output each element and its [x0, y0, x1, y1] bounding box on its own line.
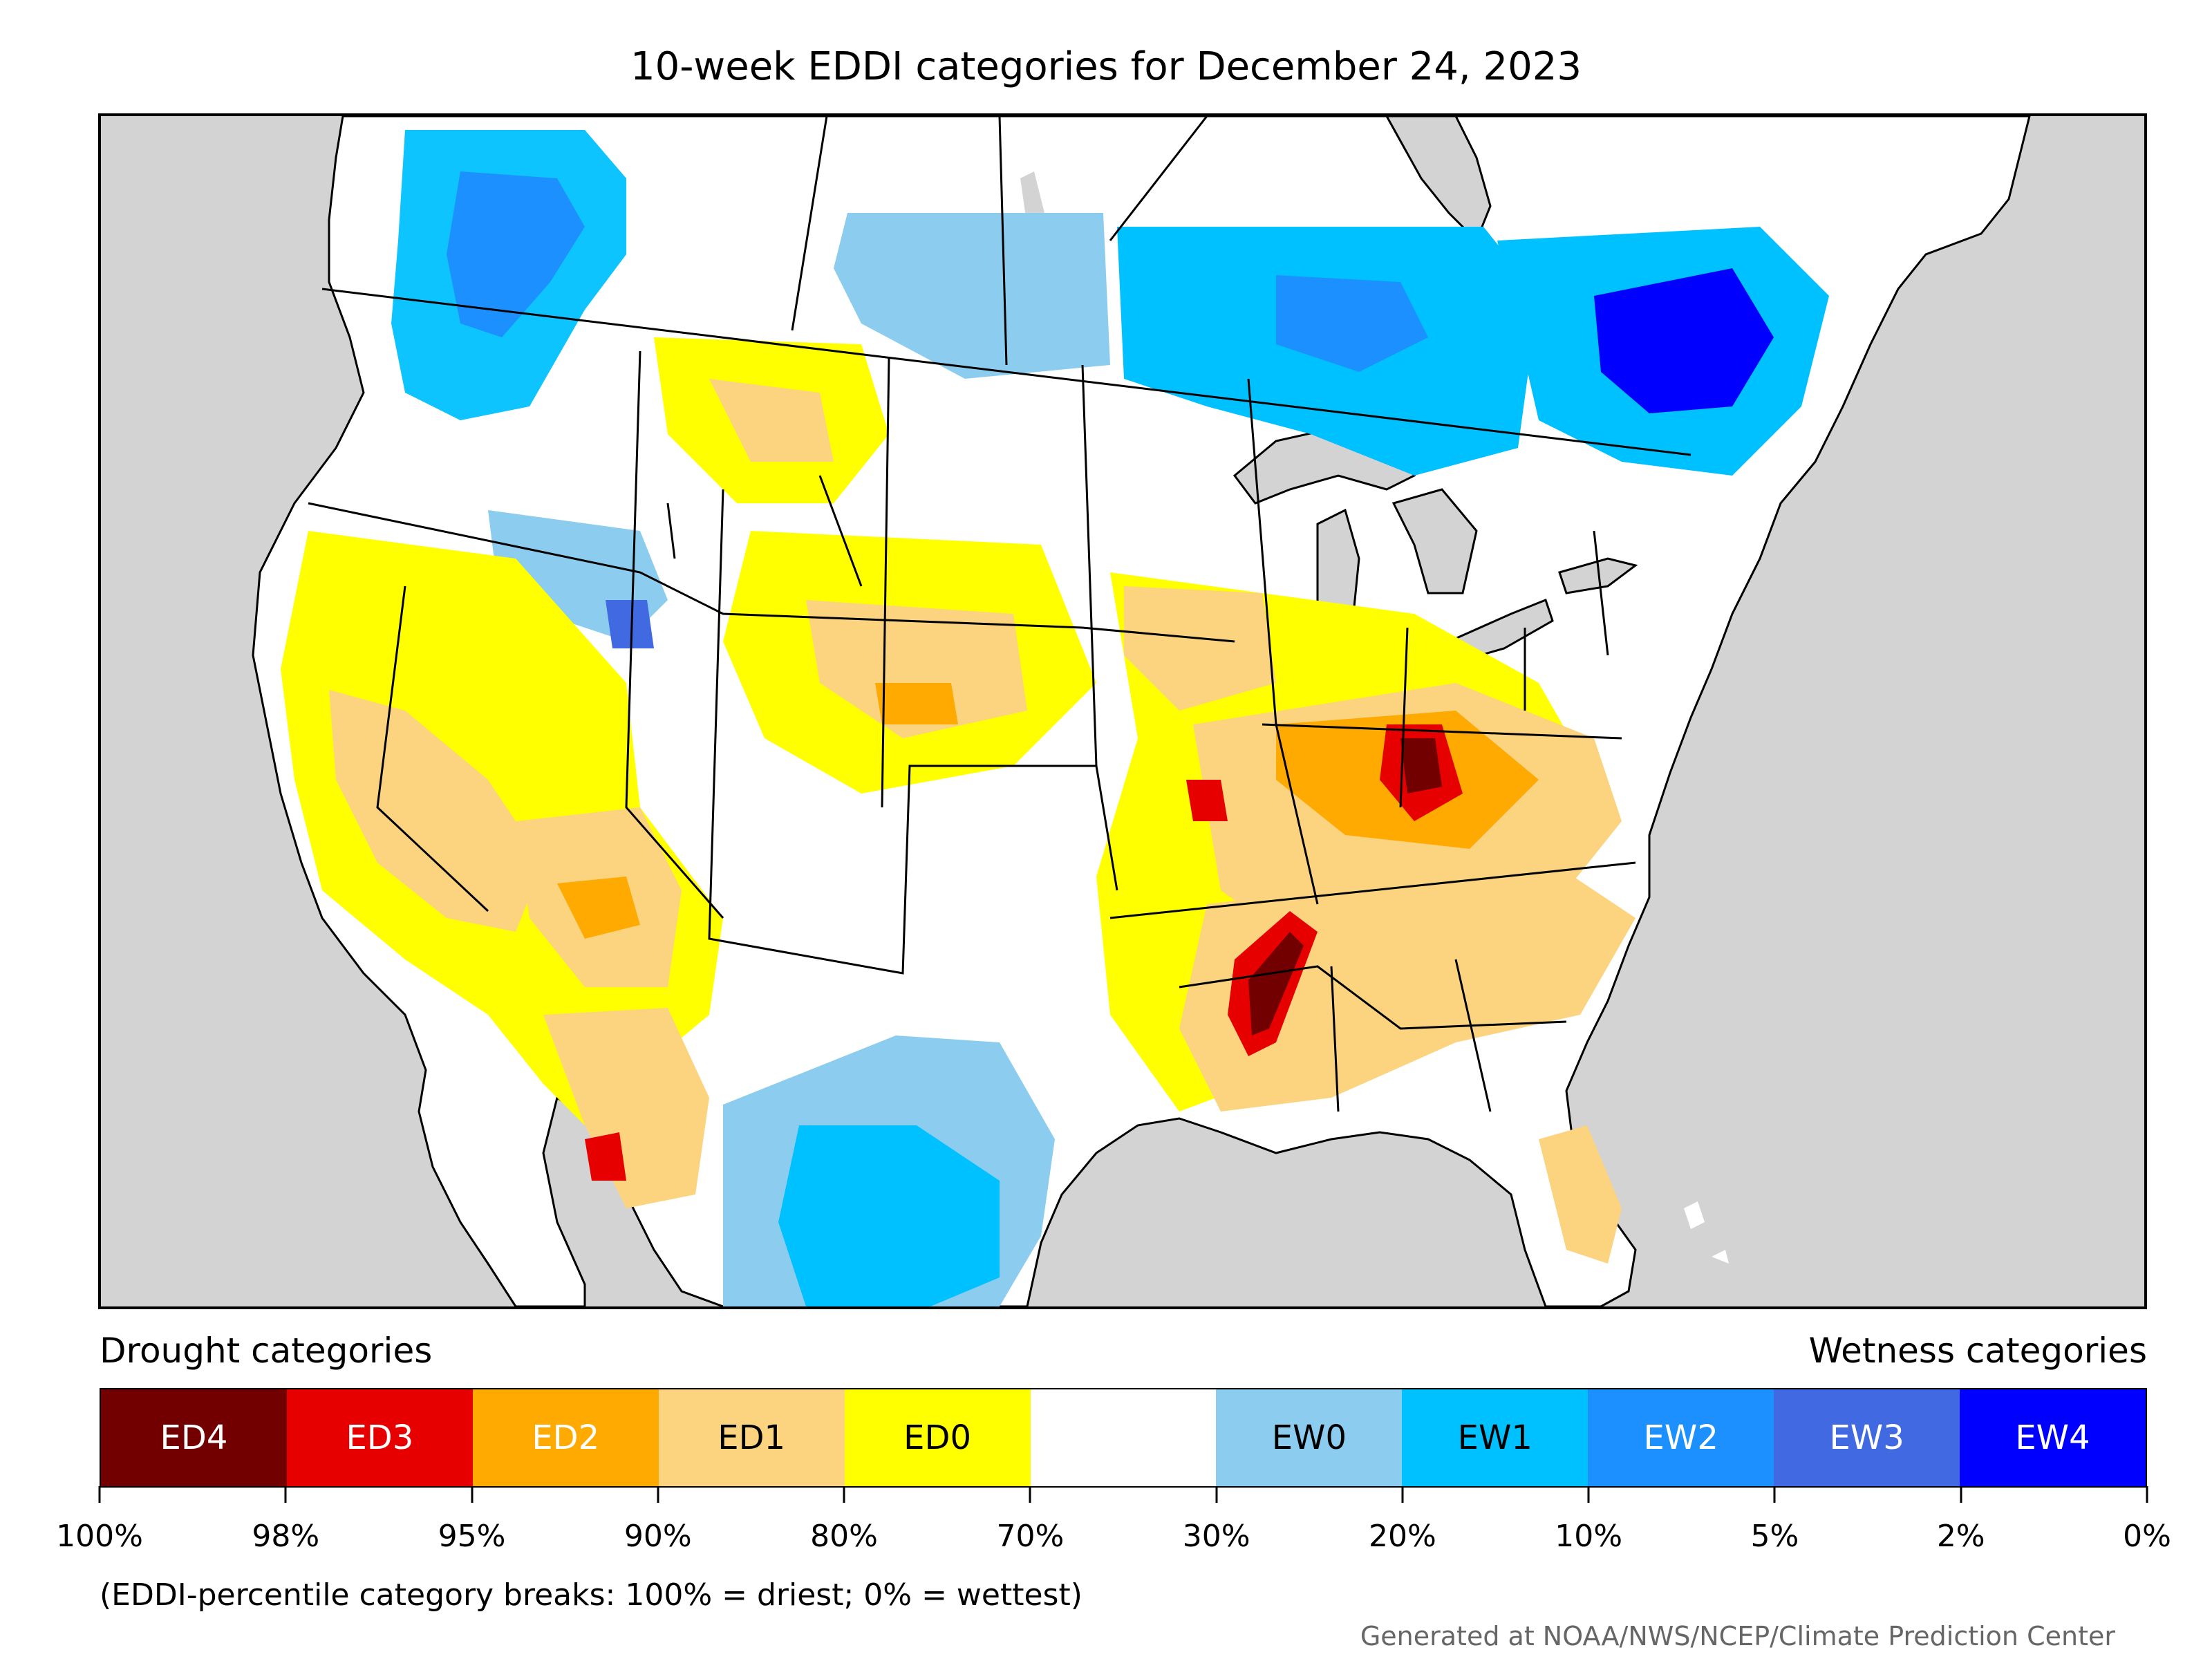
- map-title: 10-week EDDI categories for December 24,…: [630, 44, 1582, 89]
- dry-montana-core: [709, 379, 834, 462]
- colorbar-cell-ed0: ED0: [844, 1389, 1031, 1486]
- colorbar-cell-ew4: EW4: [1960, 1389, 2146, 1486]
- tick-mark: [657, 1486, 659, 1503]
- wet-prairies: [834, 213, 1110, 379]
- tick-label: 80%: [810, 1519, 878, 1554]
- dry-iowa: [1124, 586, 1276, 711]
- tick-label: 95%: [438, 1519, 506, 1554]
- tick-mark: [1773, 1486, 1776, 1503]
- tick-mark: [1401, 1486, 1404, 1503]
- state-borders: [308, 116, 1691, 1112]
- wet-idaho-core: [606, 600, 654, 648]
- tick-label: 10%: [1555, 1519, 1623, 1554]
- lake-huron: [1391, 488, 1478, 594]
- colorbar-cell-ed1: ED1: [658, 1389, 845, 1486]
- tick-label: 70%: [996, 1519, 1065, 1554]
- drought-areas: [281, 337, 1635, 1264]
- tick-label: 90%: [624, 1519, 692, 1554]
- colorbar-cell-ed3: ED3: [286, 1389, 473, 1486]
- dry-florida: [1539, 1125, 1622, 1264]
- tick-mark: [843, 1486, 845, 1503]
- tick-label: 2%: [1936, 1519, 1985, 1554]
- wet-quebec-core: [1594, 268, 1774, 413]
- colorbar-cell-ed4: ED4: [101, 1389, 287, 1486]
- tick-label: 5%: [1750, 1519, 1799, 1554]
- wetness-areas: [391, 130, 1829, 1306]
- eddi-map: [98, 113, 2147, 1309]
- colorbar-cell-ew2: EW2: [1588, 1389, 1774, 1486]
- tick-label: 100%: [56, 1519, 143, 1554]
- colorbar-cell-ed2: ED2: [472, 1389, 659, 1486]
- dry-mexico: [543, 1008, 709, 1208]
- colorbar-cell-ew0: EW0: [1216, 1389, 1403, 1486]
- wetness-categories-heading: Wetness categories: [1808, 1331, 2147, 1371]
- wet-texas-core: [778, 1125, 1000, 1306]
- dry-kentucky-extreme: [1400, 738, 1442, 794]
- dry-arizona-core: [557, 877, 640, 939]
- bahamas: [1684, 1201, 1705, 1229]
- dry-mexico-core: [585, 1132, 626, 1181]
- lake-ontario: [1558, 557, 1638, 594]
- tick-mark: [1960, 1486, 1962, 1503]
- tick-mark: [2146, 1486, 2148, 1503]
- tick-label: 98%: [252, 1519, 320, 1554]
- tick-mark: [1215, 1486, 1218, 1503]
- dry-colorado-core: [875, 683, 958, 724]
- tick-label: 20%: [1369, 1519, 1436, 1554]
- percentile-note: (EDDI-percentile category breaks: 100% =…: [100, 1577, 1082, 1613]
- tick-mark: [1587, 1486, 1590, 1503]
- wet-pnw-core: [447, 171, 585, 337]
- island-2: [1712, 1250, 1729, 1264]
- tick-mark: [471, 1486, 474, 1503]
- category-colorbar: ED4 ED3 ED2 ED1 ED0 EW0 EW1 EW2 EW3 EW4: [100, 1388, 2147, 1488]
- dry-california: [329, 690, 543, 932]
- colorbar-cell-ew3: EW3: [1774, 1389, 1960, 1486]
- colorbar-cell-neutral: [1030, 1389, 1217, 1486]
- tick-mark: [1029, 1486, 1031, 1503]
- credit-line: Generated at NOAA/NWS/NCEP/Climate Predi…: [1360, 1621, 2115, 1651]
- eddi-map-svg: [101, 116, 2144, 1306]
- dry-colorado: [806, 600, 1027, 738]
- colorbar-cell-ew1: EW1: [1402, 1389, 1588, 1486]
- dry-missouri-core: [1186, 780, 1228, 821]
- hudson-bay-inlet: [1385, 116, 1492, 243]
- tick-label: 0%: [2123, 1519, 2171, 1554]
- tick-mark: [284, 1486, 287, 1503]
- tick-mark: [98, 1486, 101, 1503]
- wet-ontario-core: [1276, 275, 1428, 372]
- dry-mississippi-extreme: [1248, 932, 1304, 1035]
- drought-categories-heading: Drought categories: [100, 1331, 433, 1371]
- tick-label: 30%: [1182, 1519, 1250, 1554]
